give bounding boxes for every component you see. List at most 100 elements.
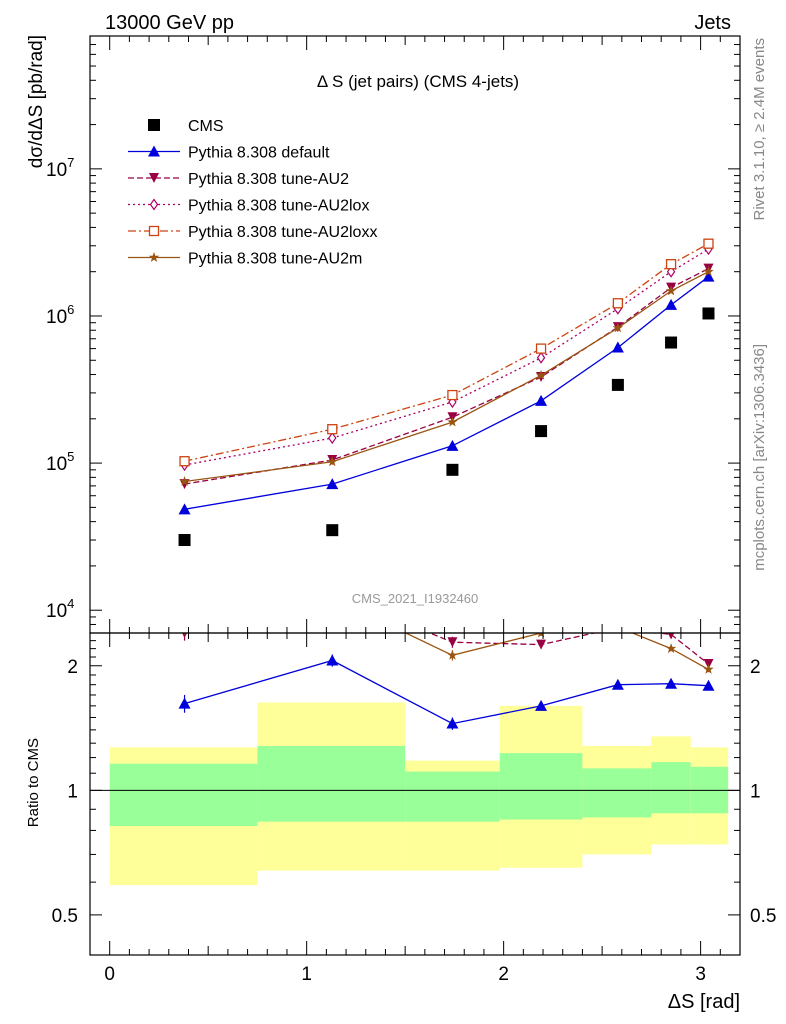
series-line-3 bbox=[184, 243, 709, 462]
series-3-point-1 bbox=[327, 424, 338, 435]
rivet-version-label: Rivet 3.1.10, ≥ 2.4M events bbox=[751, 38, 768, 221]
legend-label-5: Pythia 8.308 tune-AU2m bbox=[188, 251, 362, 268]
ratio-point-1-3 bbox=[536, 639, 547, 650]
ratio-tick-label: 2 bbox=[750, 657, 761, 678]
series-3-point-3 bbox=[535, 343, 547, 354]
series-4-point-0 bbox=[179, 476, 190, 486]
x-axis-title: ΔS [rad] bbox=[668, 991, 740, 1013]
data-point-1 bbox=[326, 524, 339, 537]
legend-marker-1 bbox=[148, 145, 160, 157]
ratio-axis-title: Ratio to CMS bbox=[25, 738, 42, 827]
series-4-point-6 bbox=[703, 266, 714, 277]
uncertainty-band-inner-2 bbox=[405, 771, 500, 822]
series-3-point-5 bbox=[665, 259, 677, 270]
ratio-point-0-2 bbox=[446, 717, 459, 729]
y-tick-label: 104 bbox=[46, 596, 74, 622]
data-point-4 bbox=[611, 378, 624, 391]
series-4-point-3 bbox=[535, 369, 547, 380]
series-4-point-5 bbox=[665, 285, 677, 296]
series-0-point-5 bbox=[665, 298, 678, 310]
ratio-point-2-4 bbox=[614, 571, 621, 581]
legend: CMS Pythia 8.308 default Pythia 8.308 tune… bbox=[128, 118, 377, 268]
mcplots-label: mcplots.cern.ch [arXiv:1306.3436] bbox=[751, 344, 768, 571]
ratio-point-3-5 bbox=[667, 566, 676, 575]
ratio-tick-label: 1 bbox=[750, 781, 761, 802]
ratio-point-3-3 bbox=[537, 556, 546, 565]
ratio-point-1-0 bbox=[182, 633, 188, 638]
ratio-point-3-4 bbox=[613, 561, 622, 570]
ratio-point-4-5 bbox=[665, 643, 677, 654]
series-2-point-1 bbox=[328, 431, 337, 445]
series-3-point-6 bbox=[703, 238, 714, 249]
legend-label-4: Pythia 8.308 tune-AU2loxx bbox=[188, 224, 377, 241]
series-4-point-2 bbox=[447, 416, 458, 427]
series-0-point-2 bbox=[446, 439, 459, 451]
legend-marker-5 bbox=[148, 252, 160, 262]
ratio-point-0-6 bbox=[702, 679, 715, 691]
ratio-line-3 bbox=[185, 508, 709, 593]
ratio-tick-label: 1 bbox=[67, 781, 78, 802]
legend-label-2: Pythia 8.308 tune-AU2 bbox=[188, 171, 349, 188]
y-tick-label: 105 bbox=[46, 449, 74, 475]
y-tick-label: 107 bbox=[46, 155, 74, 181]
legend-marker-2 bbox=[149, 173, 159, 183]
x-tick-label: 2 bbox=[498, 964, 509, 985]
energy-label: 13000 GeV pp bbox=[105, 12, 234, 34]
ratio-tick-label: 2 bbox=[67, 657, 78, 678]
analysis-id: CMS_2021_I1932460 bbox=[352, 591, 479, 606]
ratio-point-3-6 bbox=[704, 588, 713, 597]
data-point-6 bbox=[702, 307, 715, 320]
ratio-point-1-2 bbox=[447, 637, 458, 648]
ratio-point-0-1 bbox=[326, 654, 339, 666]
ratio-point-3-2 bbox=[448, 577, 457, 586]
series-0-point-1 bbox=[326, 478, 339, 490]
data-point-0 bbox=[178, 534, 191, 547]
data-point-2 bbox=[446, 463, 459, 476]
ratio-point-4-6 bbox=[703, 663, 714, 674]
y-tick-label: 106 bbox=[46, 302, 74, 328]
ratio-point-2-5 bbox=[668, 588, 675, 598]
series-3-point-4 bbox=[612, 298, 624, 309]
ratio-point-1-5 bbox=[667, 633, 675, 640]
series-0-point-3 bbox=[535, 394, 548, 406]
legend-marker-3 bbox=[149, 198, 159, 211]
legend-marker-4 bbox=[148, 225, 160, 237]
series-4-point-1 bbox=[327, 456, 338, 467]
ratio-tick-label: 0.5 bbox=[750, 906, 776, 927]
uncertainty-band-inner-4 bbox=[582, 768, 652, 818]
x-tick-label: 1 bbox=[301, 964, 312, 985]
series-0-point-4 bbox=[611, 341, 624, 353]
series-0-point-0 bbox=[178, 503, 191, 515]
ratio-point-0-5 bbox=[665, 677, 678, 689]
data-point-3 bbox=[535, 425, 548, 438]
series-3-point-2 bbox=[447, 389, 458, 401]
ratio-point-0-3 bbox=[535, 699, 548, 711]
legend-label-3: Pythia 8.308 tune-AU2lox bbox=[188, 198, 369, 215]
ratio-point-2-3 bbox=[538, 582, 545, 592]
series-line-2 bbox=[184, 248, 709, 466]
uncertainty-band-inner-3 bbox=[499, 753, 583, 820]
series-2-point-3 bbox=[536, 351, 546, 364]
uncertainty-band-inner-1 bbox=[257, 745, 406, 822]
ratio-point-0-0 bbox=[178, 697, 191, 709]
uncertainty-band-inner-5 bbox=[651, 762, 691, 814]
ratio-content bbox=[90, 504, 740, 886]
x-tick-label: 3 bbox=[695, 964, 706, 985]
ratio-point-0-4 bbox=[611, 678, 624, 690]
ratio-point-1-1 bbox=[327, 588, 337, 598]
ratio-point-2-0 bbox=[181, 576, 188, 586]
series-0-point-6 bbox=[702, 270, 715, 282]
ratio-point-2-6 bbox=[705, 604, 712, 614]
ratio-panel: 0 1 2 3 0.5 0.5 1 1 2 2 bbox=[52, 504, 776, 985]
series-4-point-4 bbox=[612, 322, 624, 333]
legend-label-1: Pythia 8.308 default bbox=[188, 145, 330, 162]
ratio-frame bbox=[89, 632, 741, 956]
series-3-point-0 bbox=[179, 456, 190, 467]
ratio-point-3-1 bbox=[328, 504, 337, 513]
plot-title: Δ S (jet pairs) (CMS 4-jets) bbox=[317, 72, 519, 91]
ratio-point-4-2 bbox=[447, 649, 458, 660]
x-tick-label: 0 bbox=[104, 964, 115, 985]
data-point-5 bbox=[665, 336, 678, 349]
main-panel: 104 105 106 107 bbox=[46, 35, 741, 634]
